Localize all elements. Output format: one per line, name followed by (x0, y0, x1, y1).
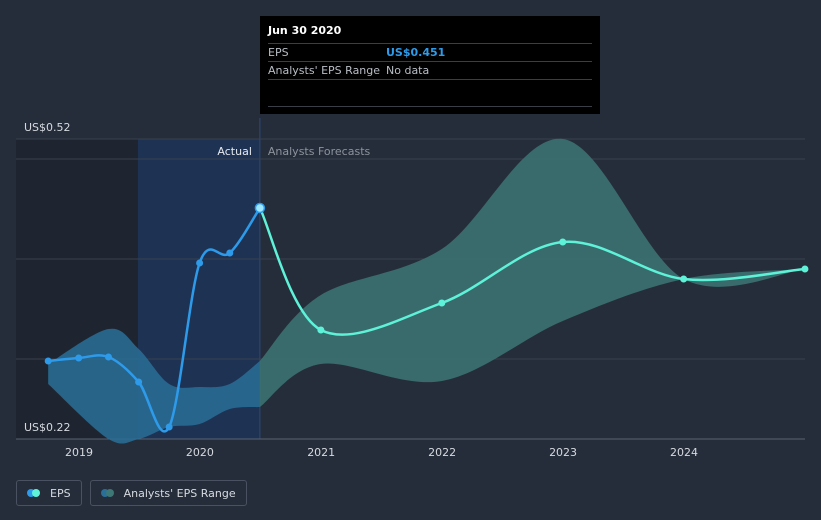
eps-point-6 (226, 249, 234, 257)
tooltip-range-value: No data (386, 64, 430, 77)
tooltip-eps-label: EPS (268, 46, 289, 59)
legend-range-label: Analysts' EPS Range (123, 486, 236, 500)
y-tick-label-bottom: US$0.22 (24, 421, 71, 434)
eps-point-2 (104, 353, 112, 361)
y-tick-label-top: US$0.52 (24, 121, 71, 134)
eps-swatch-icon (27, 489, 41, 497)
forecast-point-2 (559, 238, 567, 246)
forecast-label: Analysts Forecasts (268, 145, 371, 158)
x-tick-label-2020: 2020 (186, 446, 214, 459)
eps-actual-line (48, 207, 261, 433)
forecast-point-4 (801, 265, 809, 273)
x-tick-label-2023: 2023 (549, 446, 577, 459)
tooltip-eps-value: US$0.451 (386, 46, 446, 59)
forecast-point-3 (680, 275, 688, 283)
eps-point-5 (196, 259, 204, 267)
legend-eps-label: EPS (50, 486, 71, 500)
range-swatch-icon (100, 489, 115, 497)
tooltip: Jun 30 2020 EPS US$0.451 Analysts' EPS R… (260, 16, 600, 114)
eps-point-1 (75, 354, 83, 362)
legend-eps[interactable]: EPS (16, 480, 82, 506)
tooltip-row-range: Analysts' EPS Range No data (268, 61, 592, 80)
tooltip-divider (268, 106, 592, 107)
tooltip-row-eps: EPS US$0.451 (268, 43, 592, 61)
eps-point-3 (135, 378, 143, 386)
forecast-point-0 (317, 326, 325, 334)
actual-label: Actual (217, 145, 251, 158)
eps-point-4 (165, 423, 173, 431)
eps-range-forecast-band (259, 138, 805, 407)
legend: EPS Analysts' EPS Range (16, 480, 247, 506)
x-tick-label-2019: 2019 (65, 446, 93, 459)
legend-eps-range[interactable]: Analysts' EPS Range (89, 480, 247, 506)
forecast-point-1 (438, 299, 446, 307)
tooltip-date: Jun 30 2020 (268, 24, 342, 37)
x-tick-label-2021: 2021 (307, 446, 335, 459)
tooltip-range-label: Analysts' EPS Range (268, 64, 381, 77)
eps-point-7 (254, 202, 266, 214)
eps-forecast-line (258, 207, 806, 336)
eps-point-0 (44, 357, 52, 365)
eps-range-actual-band (48, 328, 260, 444)
x-tick-label-2024: 2024 (670, 446, 698, 459)
x-tick-label-2022: 2022 (428, 446, 456, 459)
